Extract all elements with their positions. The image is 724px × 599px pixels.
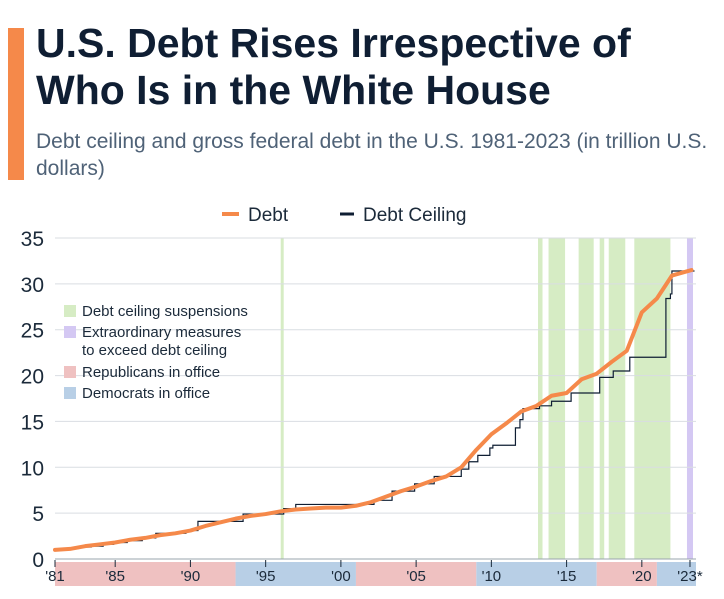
suspension-band (599, 238, 605, 559)
inset-legend-swatch (64, 326, 76, 338)
suspension-band (538, 238, 543, 559)
y-tick-label: 20 (21, 366, 44, 389)
inset-legend-swatch (64, 387, 76, 399)
x-tick-label: '05 (406, 568, 426, 585)
y-tick-label: 10 (21, 457, 44, 480)
inset-legend-label: Extraordinary measures to exceed debt cei… (82, 324, 241, 359)
x-tick-label: '95 (256, 568, 276, 585)
democrat-term (235, 562, 356, 586)
debt-line (53, 268, 694, 552)
suspension-band (548, 238, 566, 559)
x-tick-label: '10 (482, 568, 502, 585)
y-tick-label: 15 (21, 411, 44, 434)
x-tick-label: '90 (181, 568, 201, 585)
accent-bar (8, 28, 24, 180)
inset-legend-label: Republicans in office (82, 364, 220, 381)
republican-term (596, 562, 657, 586)
democrat-term (656, 562, 696, 586)
x-tick-label: '15 (557, 568, 577, 585)
inset-legend-label: Democrats in office (82, 385, 210, 402)
suspension-band (634, 238, 671, 559)
chart-title: U.S. Debt Rises Irrespective of Who Is i… (36, 20, 631, 113)
x-tick-label: '00 (331, 568, 351, 585)
inset-legend-swatch (64, 366, 76, 378)
y-tick-label: 35 (21, 228, 44, 251)
chart-subtitle: Debt ceiling and gross federal debt in t… (36, 130, 708, 180)
y-tick-label: 0 (32, 549, 44, 572)
inset-legend-label: Debt ceiling suspensions (82, 303, 248, 320)
extraordinary-band (686, 238, 693, 559)
inset-legend-swatch (64, 305, 76, 317)
suspension-band (608, 238, 626, 559)
y-tick-label: 30 (21, 274, 44, 297)
democrat-term (476, 562, 597, 586)
x-tick-label: '81 (45, 568, 65, 585)
x-tick-label: '20 (632, 568, 652, 585)
y-tick-label: 5 (32, 503, 44, 526)
x-tick-label: '23* (677, 568, 703, 585)
suspension-band (578, 238, 594, 559)
x-tick-label: '85 (105, 568, 125, 585)
legend-debt-label: Debt (248, 205, 289, 226)
republican-term (55, 562, 236, 586)
y-tick-label: 25 (21, 320, 44, 343)
legend-ceiling-label: Debt Ceiling (363, 205, 467, 226)
suspension-band (280, 238, 284, 559)
